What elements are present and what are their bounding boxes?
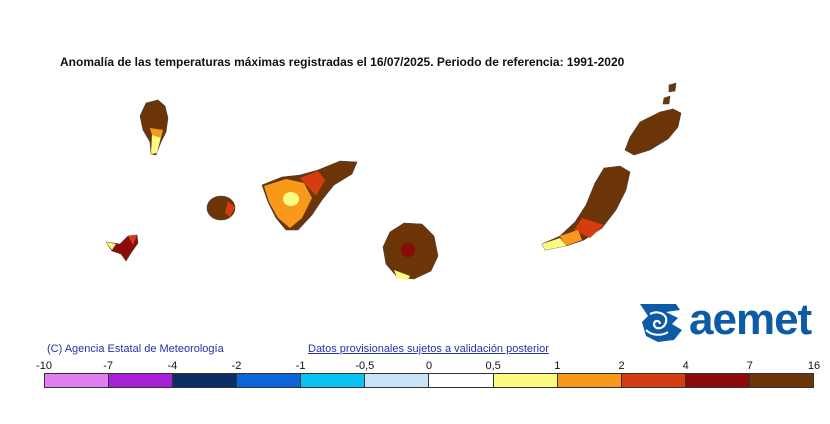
island-fuerteventura (541, 165, 631, 251)
legend-tick-label: 1 (554, 360, 561, 372)
island-la-palma (139, 99, 169, 156)
legend-color-7 (493, 374, 558, 387)
legend-color-8 (557, 374, 622, 387)
provisional-data-link[interactable]: Datos provisionales sujetos a validación… (308, 343, 549, 355)
legend-color-5 (365, 374, 430, 387)
legend-color-4 (301, 374, 366, 387)
legend-tick-label: -4 (167, 360, 178, 372)
island-la-gomera (206, 195, 236, 221)
legend-tick-labels: -10 -7 -4 -2 -1 -0,5 0 0,5 1 2 4 7 16 (0, 360, 830, 374)
legend-tick-label: 0 (425, 360, 433, 372)
island-tenerife (261, 160, 358, 231)
color-legend (44, 373, 814, 388)
islands-map (105, 82, 682, 280)
legend-color-10 (685, 374, 750, 387)
legend-tick-label: 4 (682, 360, 689, 372)
legend-color-3 (237, 374, 302, 387)
legend-tick-label: 7 (746, 360, 753, 372)
legend-color-11 (749, 374, 813, 387)
legend-tick-label: -1 (295, 360, 306, 372)
legend-tick-label: -0,5 (355, 360, 375, 372)
legend-color-9 (621, 374, 686, 387)
legend-tick-label: 2 (618, 360, 625, 372)
legend-color-1 (109, 374, 174, 387)
legend-color-0 (45, 374, 110, 387)
aemet-logo-icon (640, 304, 682, 342)
legend-color-6 (429, 374, 494, 387)
island-el-hierro (105, 234, 139, 262)
island-gran-canaria (382, 222, 439, 280)
legend-tick-label: 0,5 (485, 360, 501, 372)
copyright-credit: (C) Agencia Estatal de Meteorología (47, 343, 224, 355)
legend-tick-label: -7 (103, 360, 114, 372)
legend-color-2 (173, 374, 238, 387)
legend-tick-label: 16 (807, 360, 821, 372)
map-title: Anomalía de las temperaturas máximas reg… (60, 55, 625, 69)
island-lanzarote (624, 82, 682, 156)
legend-tick-label: -10 (36, 360, 52, 372)
aemet-logo-text: aemet (689, 295, 812, 344)
aemet-logo: aemet (636, 295, 826, 346)
legend-tick-label: -2 (231, 360, 242, 372)
